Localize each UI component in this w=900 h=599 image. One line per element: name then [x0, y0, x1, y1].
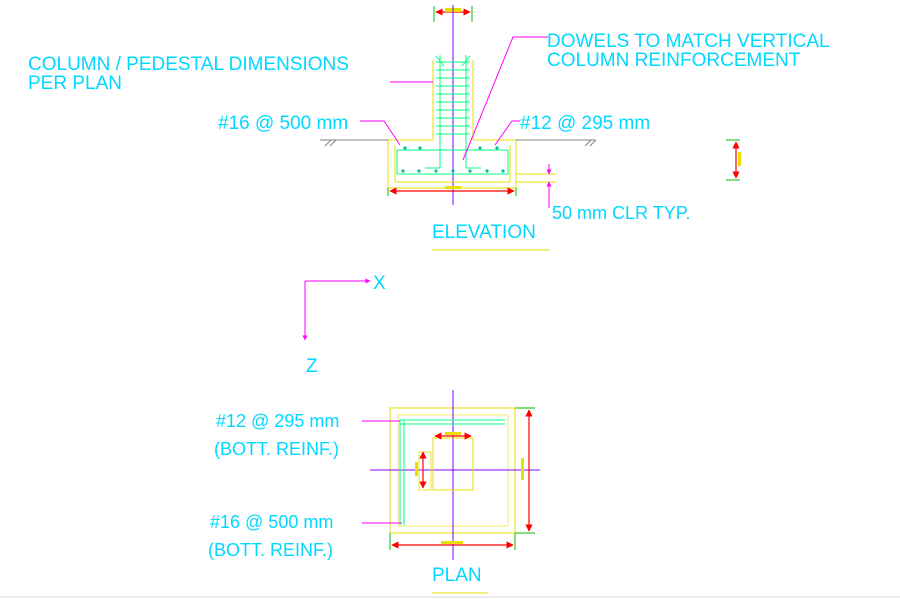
pedestal-reinforcement: [425, 55, 481, 169]
plan-footing-length-dimension: [515, 407, 535, 534]
axis-z-label: Z: [306, 356, 318, 377]
dowels-label-line2: COLUMN REINFORCEMENT: [547, 50, 801, 71]
ground-line: [320, 139, 597, 147]
plan-bar-bottom-label-line1: #16 @ 500 mm: [210, 512, 333, 532]
plan-pedestal-width-dimension: [434, 432, 472, 440]
plan-footing-width-dimension: [389, 533, 516, 550]
plan-bar-bottom-label-line2: (BOTT. REINF.): [208, 540, 333, 560]
elev-bar-left-label: #16 @ 500 mm: [218, 113, 348, 134]
footing-reinforcement: [396, 149, 509, 175]
elevation-leaders: [360, 36, 548, 161]
footing-bar-dots: [401, 146, 505, 173]
plan-pedestal-depth-dimension: [415, 451, 427, 489]
plan-view: #12 @ 295 mm (BOTT. REINF.) #16 @ 500 mm…: [208, 390, 540, 594]
plan-pedestal-inner: [418, 451, 432, 491]
plan-bars: [399, 419, 505, 525]
plan-leaders: [362, 420, 402, 524]
clear-cover-label: 50 mm CLR TYP.: [552, 203, 690, 223]
elev-bar-right-label: #12 @ 295 mm: [520, 113, 650, 134]
axis-x-label: X: [373, 273, 386, 294]
column-dims-label-line1: COLUMN / PEDESTAL DIMENSIONS: [28, 54, 349, 75]
plan-title: PLAN: [432, 565, 482, 586]
elevation-view: COLUMN / PEDESTAL DIMENSIONS PER PLAN DO…: [28, 5, 830, 251]
footing-width-dimension: [387, 186, 517, 196]
column-dims-label-line2: PER PLAN: [28, 73, 122, 94]
dowels-label-line1: DOWELS TO MATCH VERTICAL: [547, 31, 830, 52]
clear-cover-dimension: [516, 164, 556, 208]
pedestal-outline: [432, 60, 474, 140]
plan-bar-top-label-line1: #12 @ 295 mm: [216, 411, 339, 431]
axis-indicator: X Z: [302, 273, 386, 377]
elevation-title: ELEVATION: [432, 222, 536, 243]
footing-depth-dimension: [726, 139, 741, 181]
plan-bar-top-label-line2: (BOTT. REINF.): [214, 439, 339, 459]
